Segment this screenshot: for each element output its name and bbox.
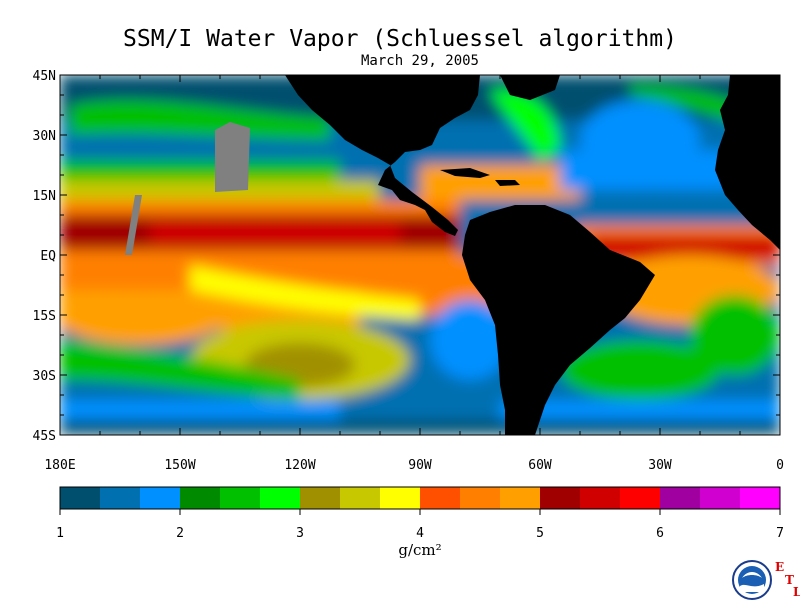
axis-ticks <box>59 74 781 436</box>
colorbar-tick-label: 2 <box>176 526 184 541</box>
colorbar-swatch <box>420 487 461 509</box>
lat-label: 30N <box>33 129 56 144</box>
lat-label: 45N <box>33 69 56 84</box>
colorbar <box>59 486 781 510</box>
colorbar-swatch <box>260 487 301 509</box>
colorbar-swatch <box>700 487 741 509</box>
land-masses <box>285 75 780 435</box>
latitude-labels: 45N 30N 15N EQ 15S 30S 45S <box>33 69 57 444</box>
lon-label: 30W <box>648 458 672 473</box>
lon-label: 120W <box>284 458 315 473</box>
noaa-logo <box>732 560 772 600</box>
colorbar-swatch <box>300 487 341 509</box>
lon-label: 0 <box>776 458 784 473</box>
colorbar-tick-label: 7 <box>776 526 784 541</box>
colorbar-swatch <box>180 487 221 509</box>
colorbar-swatch <box>620 487 661 509</box>
colorbar-swatch <box>220 487 261 509</box>
colorbar-swatch <box>60 487 101 509</box>
missing-data-swath <box>215 122 250 192</box>
lon-label: 180E <box>44 458 75 473</box>
lon-label: 60W <box>528 458 552 473</box>
lon-label: 90W <box>408 458 432 473</box>
colorbar-tick-label: 3 <box>296 526 304 541</box>
lon-label: 150W <box>164 458 195 473</box>
colorbar-swatch <box>580 487 621 509</box>
map-plot-area <box>60 75 780 435</box>
colorbar-swatch <box>460 487 501 509</box>
colorbar-swatch <box>140 487 181 509</box>
colorbar-swatch <box>740 487 781 509</box>
colorbar-tick-label: 6 <box>656 526 664 541</box>
lat-label: 15S <box>33 309 56 324</box>
colorbar-swatch <box>540 487 581 509</box>
etl-letter-e: E <box>775 560 785 574</box>
colorbar-tick-label: 1 <box>56 526 64 541</box>
colorbar-tick-label: 4 <box>416 526 424 541</box>
lat-label: 15N <box>33 189 56 204</box>
longitude-labels: 180E 150W 120W 90W 60W 30W 0 <box>44 458 784 473</box>
colorbar-swatch <box>660 487 701 509</box>
colorbar-labels: 1 2 3 4 5 6 7 <box>56 509 784 541</box>
colorbar-swatch <box>380 487 421 509</box>
etl-letter-l: L <box>793 585 800 599</box>
lat-label: 45S <box>33 429 56 444</box>
etl-letter-t: T <box>785 573 794 587</box>
lat-label: 30S <box>33 369 56 384</box>
lat-label: EQ <box>40 249 56 264</box>
colorbar-swatch <box>100 487 141 509</box>
water-vapor-field <box>60 75 780 435</box>
colorbar-unit: g/cm² <box>398 541 442 559</box>
missing-data-streak <box>125 195 142 255</box>
colorbar-swatch <box>340 487 381 509</box>
map-title: SSM/I Water Vapor (Schluessel algorithm) <box>123 26 677 52</box>
colorbar-swatch <box>500 487 541 509</box>
colorbar-tick-label: 5 <box>536 526 544 541</box>
map-date: March 29, 2005 <box>360 53 479 69</box>
